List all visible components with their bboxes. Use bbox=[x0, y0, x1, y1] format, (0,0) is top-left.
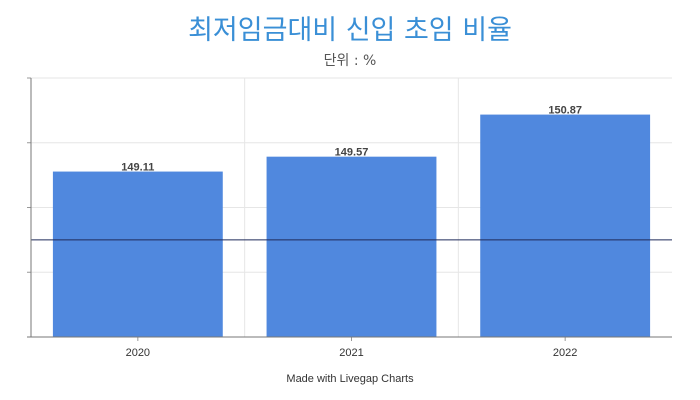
data-label-2021: 149.57 bbox=[335, 147, 369, 159]
x-tick-label-2022: 2022 bbox=[553, 347, 577, 359]
chart-subtitle: 단위 : % bbox=[323, 53, 377, 69]
x-tick-label-2020: 2020 bbox=[126, 347, 150, 359]
data-labels: 149.11 149.57 150.87 bbox=[121, 105, 582, 174]
chart-title: 최저임금대비 신입 초임 비율 bbox=[188, 15, 512, 46]
x-tick-label-2021: 2021 bbox=[339, 347, 363, 359]
bars bbox=[52, 114, 651, 338]
chart-credit: Made with Livegap Charts bbox=[286, 373, 414, 385]
bar-2020 bbox=[52, 171, 223, 337]
data-label-2022: 150.87 bbox=[548, 105, 582, 117]
bar-2021 bbox=[266, 156, 437, 337]
x-tick-labels: 2020 2021 2022 bbox=[126, 347, 578, 359]
bar-2022 bbox=[480, 114, 651, 338]
axes bbox=[27, 77, 672, 341]
data-label-2020: 149.11 bbox=[121, 162, 154, 174]
